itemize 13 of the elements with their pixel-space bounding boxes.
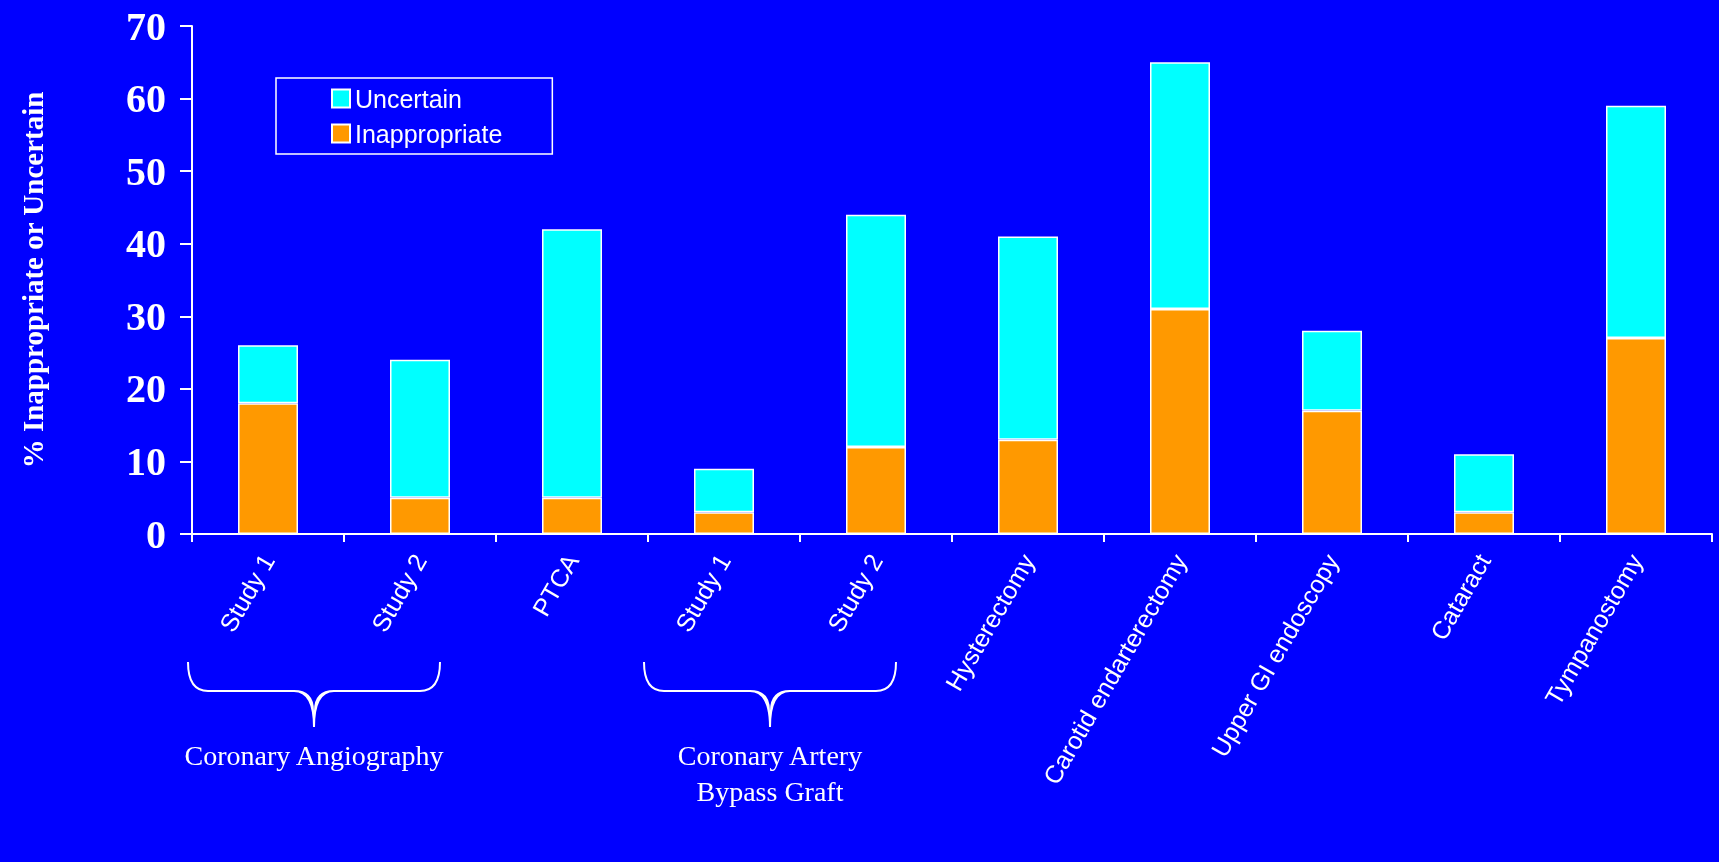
text: Coronary Artery Bypass Graft [676, 739, 864, 809]
y-tick-label: 0 [146, 511, 166, 557]
y-tick-label: 20 [126, 366, 166, 412]
y-tick-label: 30 [126, 293, 166, 339]
y-axis-title: % Inappropriate or Uncertain [16, 91, 49, 469]
y-tick-label: 40 [126, 221, 166, 267]
y-tick-label: 70 [126, 3, 166, 49]
y-tick-label: 50 [126, 148, 166, 194]
text: Coronary Angiography [183, 739, 445, 773]
y-tick-label: 10 [126, 438, 166, 484]
y-tick-label: 60 [126, 76, 166, 122]
legend-label: Inappropriate [355, 119, 503, 148]
legend-label: Uncertain [355, 84, 462, 113]
